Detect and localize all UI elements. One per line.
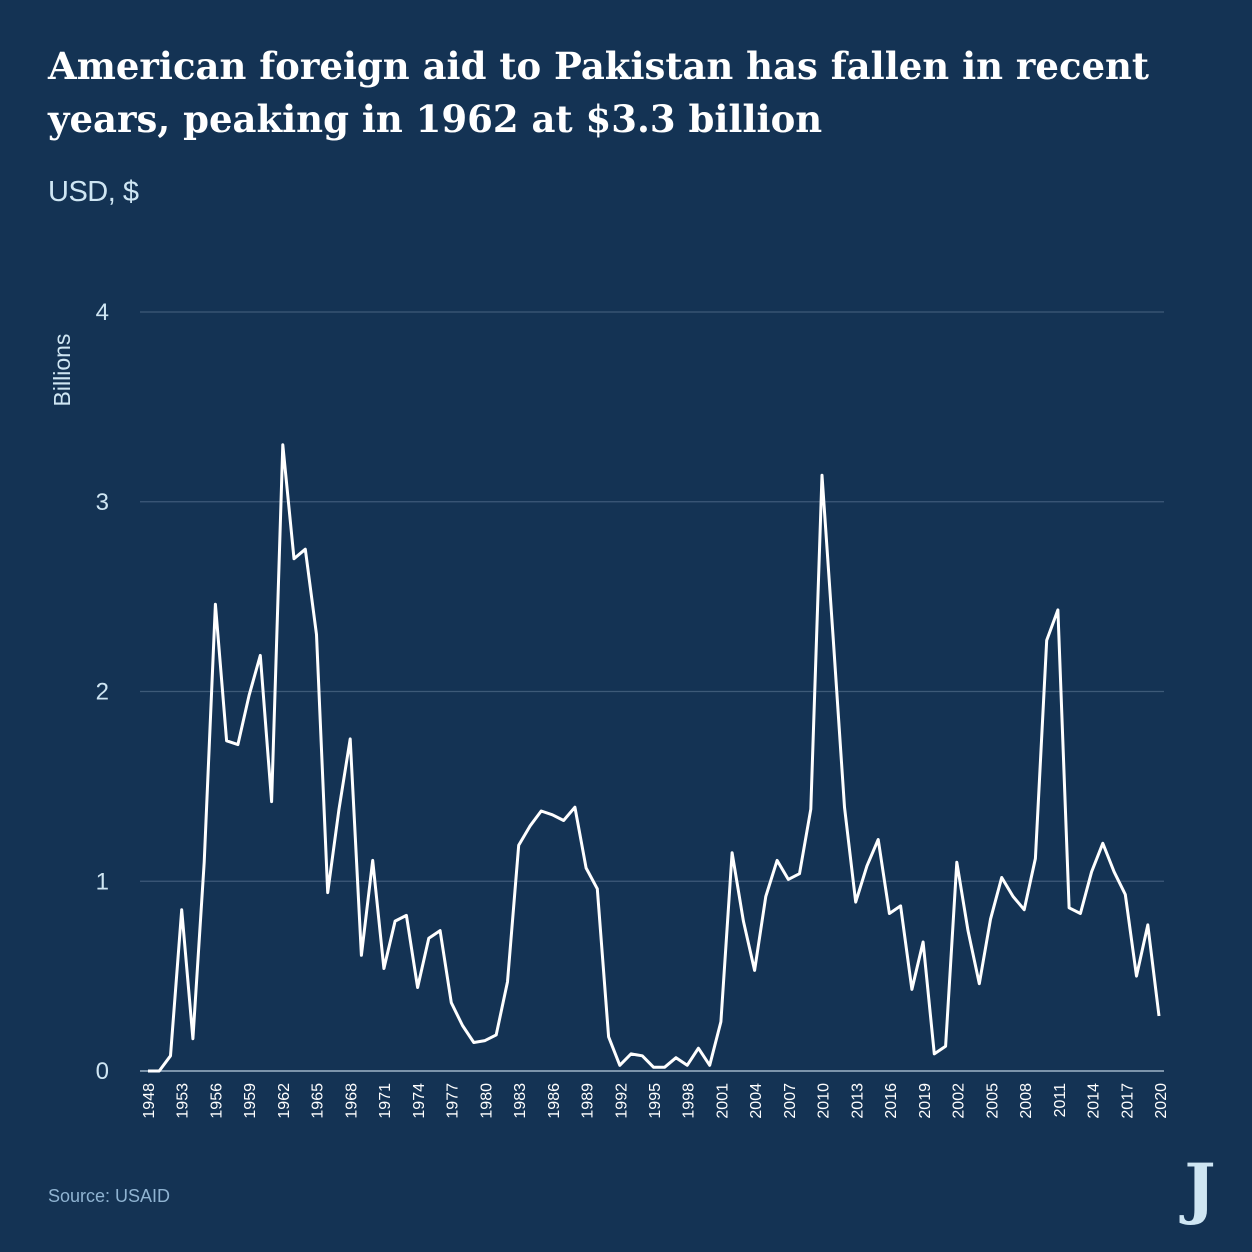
x-axis-ticks: 1948 1953 1956 1959 1962 1965 1968 1971 1974 1977… (141, 1083, 1170, 1119)
x-tick-label: 2005 (984, 1083, 1001, 1119)
x-tick-label: 2020 (1153, 1083, 1170, 1119)
x-tick-label: 2004 (748, 1083, 765, 1119)
y-tick-label: 4 (96, 299, 109, 326)
x-tick-label: 2008 (1018, 1083, 1035, 1119)
x-tick-label: 1992 (613, 1083, 630, 1119)
x-tick-label: 2002 (951, 1083, 968, 1119)
x-tick-label: 1965 (310, 1083, 327, 1119)
source-note: Source: USAID (48, 1186, 171, 1206)
y-tick-label: 1 (96, 868, 109, 895)
x-tick-label: 1977 (445, 1083, 462, 1119)
y-tick-label: 0 (96, 1058, 109, 1085)
x-tick-label: 1995 (647, 1083, 664, 1119)
x-tick-label: 1968 (343, 1083, 360, 1119)
x-tick-label: 1983 (512, 1083, 529, 1119)
x-tick-label: 2001 (715, 1083, 732, 1119)
x-tick-label: 2017 (1119, 1083, 1136, 1119)
x-tick-label: 2007 (782, 1083, 799, 1119)
x-tick-label: 1974 (411, 1083, 428, 1119)
x-tick-label: 2011 (1052, 1083, 1069, 1118)
x-tick-label: 1962 (276, 1083, 293, 1119)
y-tick-label: 2 (96, 679, 109, 706)
x-tick-label: 1956 (209, 1083, 226, 1119)
y-axis-ticks: 0 1 2 3 4 (96, 299, 109, 1085)
y-tick-label: 3 (96, 489, 109, 516)
x-tick-label: 1986 (546, 1083, 563, 1119)
series-line (148, 443, 1161, 1073)
logo-mark: J (1184, 1149, 1216, 1227)
x-tick-label: 2019 (917, 1083, 934, 1119)
y-axis-label: Billions (49, 334, 75, 407)
chart-subtitle: USD, $ (48, 176, 139, 208)
chart-title: American foreign aid to Pakistan has fal… (48, 44, 1150, 141)
x-tick-label: 2013 (849, 1083, 866, 1119)
x-tick-label: 2016 (883, 1083, 900, 1119)
x-tick-label: 1971 (377, 1083, 394, 1119)
x-tick-label: 1953 (175, 1083, 192, 1119)
x-tick-label: 2014 (1086, 1083, 1103, 1119)
x-tick-label: 1980 (478, 1083, 495, 1119)
x-tick-label: 1989 (580, 1083, 597, 1119)
x-tick-label: 1959 (242, 1083, 259, 1119)
x-tick-label: 2010 (816, 1083, 833, 1119)
gridlines (140, 311, 1164, 1072)
x-tick-label: 1948 (141, 1083, 158, 1119)
x-tick-label: 1998 (681, 1083, 698, 1119)
